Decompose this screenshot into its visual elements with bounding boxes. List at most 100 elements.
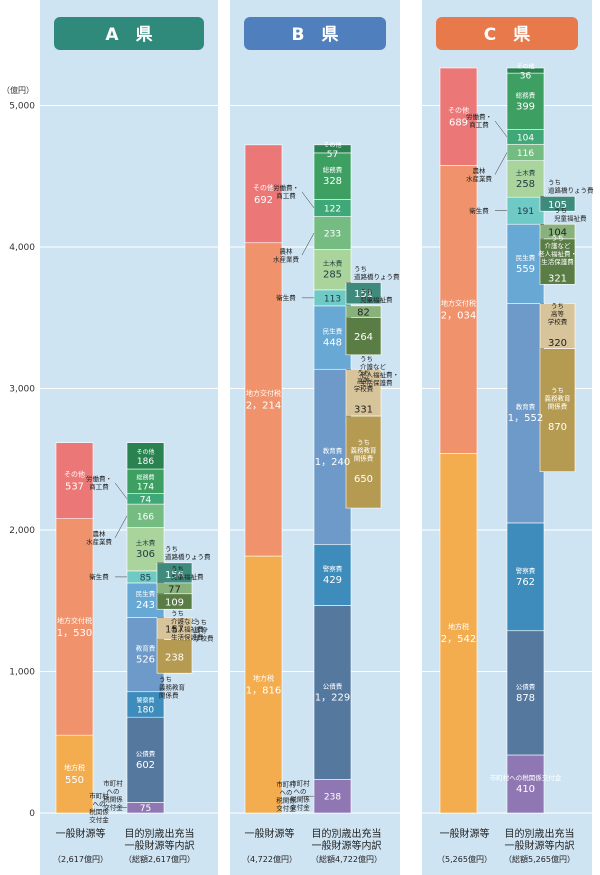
purpose-segment-callout: 労働費・商工費 (466, 112, 492, 129)
general-total: （2,617億円） (53, 854, 108, 864)
breakdown-value: 82 (357, 308, 370, 319)
breakdown-callout-line: うち (360, 355, 373, 363)
breakdown-name-line: 高等 (551, 309, 565, 318)
purpose-segment-name: その他 (516, 63, 534, 71)
breakdown-callout-line: うち (165, 545, 178, 553)
general-segment-value: 692 (254, 195, 273, 206)
purpose-label-line2: 一般財源等内訳 (312, 839, 382, 852)
panel-header-1 (244, 17, 386, 50)
general-bar-segment (439, 453, 478, 814)
purpose-segment-value: 399 (516, 101, 535, 112)
municipal-grant-callout-line: への (107, 787, 120, 795)
breakdown-callout-line: 生活保護費 (171, 633, 204, 642)
breakdown-callout-line: 介護など (360, 362, 387, 371)
purpose-segment-callout-line: 衛生費 (469, 206, 489, 215)
y-axis-unit-label: （億円） (2, 85, 34, 95)
general-segment-value: 537 (65, 482, 84, 493)
breakdown-callout-line: 老人福祉費・ (360, 370, 399, 379)
municipal-grant-callout-line: 市町村 (290, 778, 310, 787)
general-label: 一般財源等 (56, 827, 106, 840)
purpose-segment-value: 243 (136, 600, 155, 611)
y-tick-label: 5,000 (9, 102, 35, 112)
general-segment-name: 地方税 (253, 674, 274, 683)
general-bar-segment (55, 734, 94, 814)
purpose-segment-name: 公債費 (516, 682, 536, 691)
general-segment-value: 1，530 (57, 628, 92, 639)
purpose-segment-value: 306 (136, 549, 155, 560)
purpose-segment-callout-line: 水産業費 (273, 254, 300, 263)
y-tick-label: 2,000 (9, 526, 35, 536)
purpose-segment-value: 174 (137, 482, 154, 492)
breakdown-callout-line: 児童福祉費 (171, 572, 204, 581)
bar-labels: 地方税 550 地方交付税 1，530 その他 537 一般財源等 （2,617億円） 75 市町… (53, 63, 594, 864)
purpose-bar-segment (126, 691, 165, 718)
panel-header-title: C 県 (484, 25, 530, 45)
purpose-segment-callout-line: 労働費・ (466, 112, 492, 121)
purpose-segment-value: 258 (516, 179, 535, 190)
purpose-bar-segment (313, 605, 352, 780)
purpose-segment-callout-line: 税関係 (276, 795, 296, 804)
breakdown-callout-line: 道路橋りょう費 (165, 552, 211, 561)
purpose-segment-value: 429 (323, 575, 342, 586)
general-total: （4,722億円） (242, 854, 297, 864)
purpose-segment-name: 公債費 (323, 681, 343, 690)
breakdown-value: 870 (548, 422, 567, 433)
purpose-segment-value: 113 (324, 294, 341, 304)
purpose-segment-callout-line: 交付金 (276, 803, 296, 812)
breakdown-callout-line: 介護など (171, 617, 198, 626)
general-bar-segment (439, 67, 478, 166)
general-segment-name: 地方税 (64, 763, 85, 772)
y-tick-label: 3,000 (9, 385, 35, 395)
purpose-segment-value: 285 (323, 270, 342, 281)
purpose-total: （総額4,722億円） (311, 854, 382, 864)
general-bar-segment (244, 242, 283, 557)
purpose-segment-callout-line: 労働費・ (86, 474, 112, 483)
municipal-grant-callout-line: への (294, 787, 307, 795)
purpose-segment-name: 民生費 (516, 253, 536, 262)
breakdown-callout-line: 生活保護費 (360, 378, 393, 387)
purpose-bar-segment (126, 468, 165, 494)
purpose-segment-name: 総務費 (516, 90, 536, 99)
callout-line (114, 482, 128, 500)
general-bar-segment (55, 442, 94, 519)
purpose-segment-callout-line: 農林 (473, 166, 487, 175)
general-segment-name: その他 (64, 470, 85, 479)
purpose-segment-name: 公債費 (136, 749, 156, 758)
general-bar-segment (244, 555, 283, 814)
purpose-segment-value: 762 (516, 577, 535, 588)
breakdown-value: 77 (168, 584, 181, 595)
purpose-segment-callout-line: 商工費 (469, 120, 489, 129)
breakdown-value: 109 (165, 598, 184, 609)
breakdown-box (345, 368, 382, 417)
purpose-bar-segment (506, 303, 545, 524)
purpose-segment-callout: 労働費・商工費 (86, 474, 112, 491)
general-label: 一般財源等 (440, 827, 490, 840)
purpose-segment-value: 602 (136, 760, 155, 771)
purpose-segment-value: 559 (516, 264, 535, 275)
purpose-segment-callout-line: 市町村 (276, 779, 296, 788)
purpose-label-line1: 目的別歳出充当 (505, 827, 575, 840)
purpose-segment-callout-line: 税関係 (89, 807, 109, 816)
breakdown-box (539, 303, 576, 349)
purpose-bar-segment (126, 442, 165, 470)
general-label: 一般財源等 (245, 827, 295, 840)
purpose-segment-value: 526 (136, 655, 155, 666)
purpose-bar-segment (506, 160, 545, 198)
breakdown-callout-line: うち (354, 265, 367, 273)
purpose-segment-name: 教育費 (516, 402, 536, 411)
purpose-segment-name: 警察費 (323, 564, 343, 573)
breakdown-name-line: 高等 (357, 376, 371, 385)
breakdown-box (345, 317, 382, 356)
general-segment-value: 2，214 (246, 400, 281, 411)
general-segment-value: 550 (65, 775, 84, 786)
breakdown-value: 151 (354, 289, 373, 300)
